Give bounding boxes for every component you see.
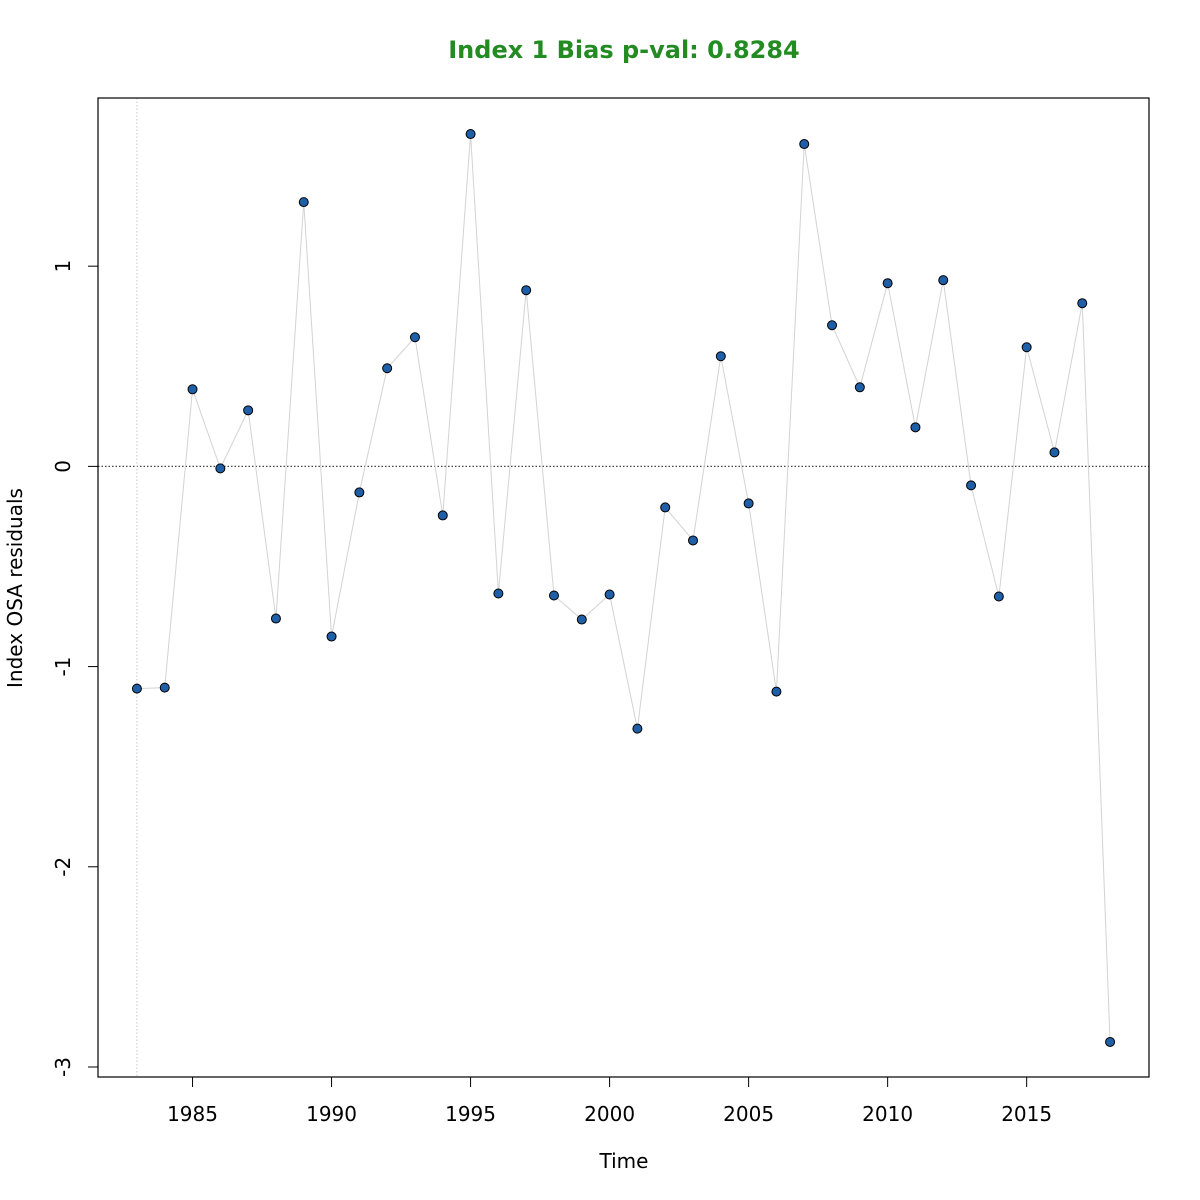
connecting-line-segment (998, 347, 1028, 597)
connecting-line-segment (692, 356, 722, 541)
connecting-line-segment (553, 595, 583, 620)
chart-title: Index 1 Bias p-val: 0.8284 (448, 36, 800, 64)
residual-point (632, 723, 643, 734)
y-tick-label: -2 (51, 857, 75, 877)
residual-point (1021, 342, 1032, 353)
residual-point (1077, 298, 1088, 309)
connecting-line-segment (609, 594, 638, 729)
residual-point (743, 498, 754, 509)
y-tick-label: 1 (51, 260, 75, 273)
connecting-line-segment (247, 410, 277, 619)
residual-point (215, 463, 226, 474)
y-axis: 1 0 -1 -2 -3 (51, 260, 99, 1077)
connecting-line-segment (970, 485, 1000, 597)
reference-lines (98, 98, 1149, 1077)
residual-point (465, 129, 476, 140)
connecting-line-segment (887, 283, 916, 428)
residual-point (159, 682, 170, 693)
residual-point (354, 487, 365, 498)
y-axis-label: Index OSA residuals (3, 488, 27, 688)
x-tick-label: 2005 (723, 1102, 774, 1126)
plot-frame (97, 97, 1150, 1078)
residual-point (1049, 447, 1060, 458)
x-tick-label: 2010 (862, 1102, 913, 1126)
residual-point (382, 363, 393, 374)
connecting-line-segment (414, 337, 444, 516)
connecting-line-segment (720, 356, 750, 504)
x-tick-label: 1995 (445, 1102, 496, 1126)
connecting-line-segment (581, 594, 610, 620)
residual-point (910, 422, 921, 433)
connecting-line-segment (303, 202, 333, 637)
connecting-line-segment (525, 290, 555, 596)
residual-point (131, 683, 142, 694)
x-tick-label: 2015 (1001, 1102, 1052, 1126)
residual-point (521, 285, 532, 296)
residual-point (604, 589, 615, 600)
x-axis: 1985 1990 1995 2000 2005 2010 2015 (167, 1076, 1052, 1126)
residual-point (771, 686, 782, 697)
residual-point (576, 614, 587, 625)
residual-connecting-lines (136, 134, 1111, 1042)
x-tick-label: 2000 (584, 1102, 635, 1126)
connecting-line-segment (914, 280, 944, 428)
residual-point (326, 631, 337, 642)
connecting-line-segment (331, 492, 360, 637)
x-tick-label: 1990 (306, 1102, 357, 1126)
residual-point (715, 351, 726, 362)
connecting-line-segment (219, 410, 249, 469)
connecting-line-segment (192, 389, 221, 469)
connecting-line-segment (831, 325, 861, 388)
residual-point (938, 275, 949, 286)
connecting-line-segment (1053, 303, 1083, 453)
residual-point (854, 382, 865, 393)
residual-point (548, 590, 559, 601)
residual-point (243, 405, 254, 416)
y-tick-label: -3 (51, 1057, 75, 1077)
connecting-line-segment (664, 507, 694, 541)
connecting-line-segment (636, 507, 666, 729)
residual-point (688, 535, 699, 546)
x-axis-label: Time (599, 1149, 649, 1173)
residual-point (270, 613, 281, 624)
y-tick-label: -1 (51, 657, 75, 677)
connecting-line-segment (803, 143, 833, 326)
residual-points (131, 129, 1116, 1047)
residual-point (437, 510, 448, 521)
x-tick-label: 1985 (167, 1102, 218, 1126)
residual-point (493, 588, 504, 599)
connecting-line-segment (775, 144, 805, 692)
connecting-line-segment (859, 283, 889, 388)
connecting-line-segment (470, 134, 499, 594)
residual-point (993, 591, 1004, 602)
connecting-line-segment (386, 336, 416, 369)
connecting-line-segment (1081, 303, 1111, 1042)
connecting-line-segment (497, 290, 527, 594)
residual-point (966, 480, 977, 491)
residual-point (827, 320, 838, 331)
connecting-line-segment (164, 389, 194, 688)
connecting-line-segment (442, 134, 472, 516)
y-tick-label: 0 (51, 460, 75, 473)
connecting-line-segment (358, 368, 388, 493)
residual-point (799, 139, 810, 150)
connecting-line-segment (748, 503, 777, 692)
connecting-line-segment (1026, 347, 1055, 453)
residual-point (409, 332, 420, 343)
connecting-line-segment (942, 280, 972, 486)
residual-point (1105, 1036, 1116, 1047)
residual-point (187, 384, 198, 395)
connecting-line-segment (275, 202, 305, 619)
residual-point (882, 278, 893, 289)
residual-point (660, 502, 671, 513)
residual-point (298, 197, 309, 208)
